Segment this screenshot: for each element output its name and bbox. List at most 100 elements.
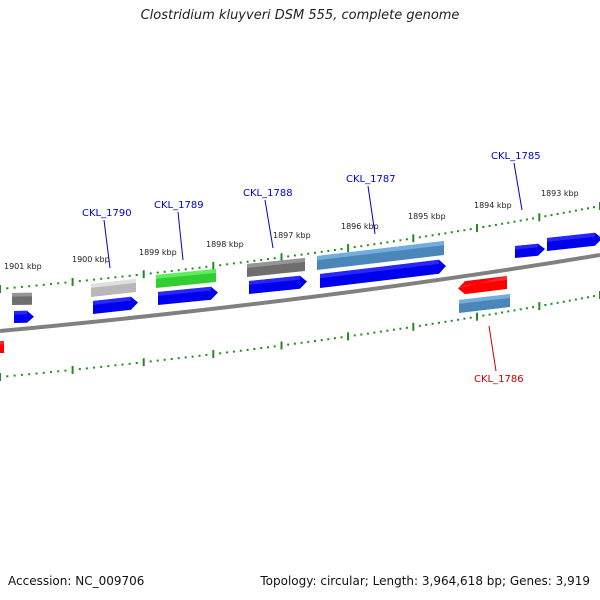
minor-tick bbox=[513, 220, 516, 223]
minor-tick bbox=[519, 308, 522, 311]
minor-tick bbox=[307, 340, 310, 343]
minor-tick bbox=[28, 285, 31, 288]
major-tick bbox=[142, 358, 145, 367]
major-tick bbox=[412, 322, 415, 331]
minor-tick bbox=[177, 269, 180, 272]
minor-tick bbox=[121, 275, 124, 278]
callout-line bbox=[488, 325, 497, 372]
minor-tick bbox=[300, 341, 303, 344]
minor-tick bbox=[100, 277, 103, 280]
minor-tick bbox=[35, 284, 38, 287]
minor-tick bbox=[35, 372, 38, 375]
major-tick bbox=[71, 277, 74, 286]
minor-tick bbox=[287, 343, 290, 346]
major-tick bbox=[412, 234, 415, 243]
minor-tick bbox=[42, 371, 45, 374]
gene-label[interactable]: CKL_1789 bbox=[154, 200, 204, 211]
minor-tick bbox=[519, 219, 522, 222]
minor-tick bbox=[184, 356, 187, 359]
minor-tick bbox=[562, 300, 565, 303]
minor-tick bbox=[425, 323, 428, 326]
feature-highlight bbox=[156, 269, 216, 279]
minor-tick bbox=[463, 229, 466, 232]
minor-tick bbox=[405, 238, 408, 241]
minor-tick bbox=[580, 208, 583, 211]
feature-highlight bbox=[14, 310, 27, 315]
minor-tick bbox=[219, 264, 222, 267]
minor-tick bbox=[488, 225, 491, 227]
minor-tick bbox=[574, 209, 577, 212]
major-tick bbox=[0, 373, 1, 381]
scale-label: 1897 kbp bbox=[273, 231, 311, 240]
minor-tick bbox=[450, 231, 453, 234]
minor-tick bbox=[568, 299, 571, 302]
genome-title: Clostridium kluyveri DSM 555, complete g… bbox=[140, 8, 460, 23]
major-tick bbox=[212, 262, 215, 270]
major-tick bbox=[0, 285, 1, 293]
minor-tick bbox=[78, 280, 81, 283]
scale-label: 1894 kbp bbox=[474, 201, 512, 210]
minor-tick bbox=[507, 310, 510, 313]
minor-tick bbox=[42, 283, 45, 286]
gene-label[interactable]: CKL_1787 bbox=[346, 174, 396, 185]
minor-tick bbox=[205, 265, 208, 268]
minor-tick bbox=[13, 286, 16, 289]
minor-tick bbox=[366, 244, 369, 247]
minor-tick bbox=[340, 336, 343, 339]
minor-tick bbox=[386, 329, 389, 332]
minor-tick bbox=[340, 248, 343, 250]
minor-tick bbox=[163, 270, 166, 273]
minor-tick bbox=[135, 362, 138, 364]
minor-tick bbox=[574, 298, 577, 301]
minor-tick bbox=[469, 228, 472, 231]
feature-highlight bbox=[158, 286, 211, 296]
callout-line bbox=[513, 162, 523, 211]
minor-tick bbox=[226, 263, 229, 266]
minor-tick bbox=[418, 324, 421, 327]
minor-tick bbox=[568, 210, 571, 213]
major-tick bbox=[538, 302, 541, 311]
accession-text: Accession: NC_009706 bbox=[8, 574, 145, 588]
minor-tick bbox=[50, 283, 52, 286]
gene-label[interactable]: CKL_1786 bbox=[474, 374, 524, 385]
feature-highlight bbox=[320, 259, 439, 279]
minor-tick bbox=[93, 278, 96, 281]
callout-line bbox=[264, 199, 274, 249]
minor-tick bbox=[273, 257, 276, 260]
minor-tick bbox=[438, 321, 440, 324]
minor-tick bbox=[320, 250, 323, 253]
gene-label[interactable]: CKL_1790 bbox=[82, 208, 132, 219]
minor-tick bbox=[307, 252, 310, 255]
minor-tick bbox=[293, 342, 296, 345]
feature-highlight bbox=[247, 258, 305, 268]
feature-highlight bbox=[249, 275, 300, 285]
minor-tick bbox=[300, 253, 303, 256]
minor-tick bbox=[121, 363, 124, 366]
major-tick bbox=[280, 253, 283, 262]
gene-label[interactable]: CKL_1785 bbox=[491, 151, 541, 162]
minor-tick bbox=[191, 267, 194, 270]
feature-highlight bbox=[0, 341, 4, 345]
feature-track bbox=[0, 232, 600, 353]
minor-tick bbox=[373, 243, 376, 246]
minor-tick bbox=[327, 338, 330, 341]
minor-tick bbox=[149, 360, 152, 363]
minor-tick bbox=[444, 320, 447, 323]
scale-label: 1896 kbp bbox=[341, 222, 379, 231]
minor-tick bbox=[253, 259, 256, 262]
minor-tick bbox=[246, 260, 249, 263]
minor-tick bbox=[444, 232, 447, 235]
minor-tick bbox=[20, 285, 23, 288]
major-tick bbox=[280, 341, 283, 350]
minor-tick bbox=[219, 352, 222, 355]
minor-tick bbox=[399, 327, 402, 330]
minor-tick bbox=[320, 339, 323, 342]
scale-label: 1900 kbp bbox=[72, 255, 110, 264]
minor-tick bbox=[544, 215, 547, 218]
minor-tick bbox=[205, 353, 208, 356]
gene-label[interactable]: CKL_1788 bbox=[243, 188, 293, 199]
minor-tick bbox=[366, 332, 369, 335]
minor-tick bbox=[107, 277, 110, 280]
